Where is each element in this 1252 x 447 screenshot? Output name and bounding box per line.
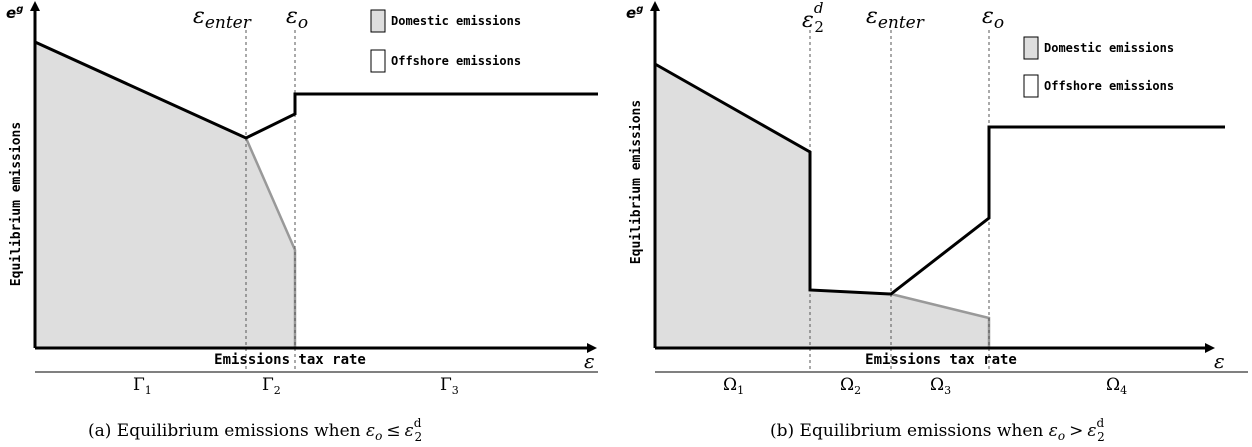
legend-swatch-offshore-a [370,49,386,73]
legend-label-offshore-a: Offshore emissions [391,54,521,68]
marker-epsilon-enter-a: εenter [193,4,252,33]
legend-a: Domestic emissions Offshore emissions [370,9,521,73]
y-axis-label-a: Equilibrium emissions [9,122,24,286]
legend-label-domestic-b: Domestic emissions [1044,41,1174,55]
x-axis-label-b: Emissions tax rate [865,352,1017,368]
region-gamma-1: Γ1 [133,375,152,397]
region-omega-2: Ω2 [840,375,861,397]
legend-swatch-offshore-b [1023,74,1039,98]
region-gamma-3: Γ3 [440,375,459,397]
y-axis-label-b: Equilibrium emissions [629,100,644,264]
legend-swatch-domestic-b [1023,36,1039,60]
marker-epsilon-o-b: εo [982,4,1004,33]
region-omega-1: Ω1 [723,375,744,397]
y-axis-symbol-a: eg [6,4,23,22]
region-omega-4: Ω4 [1106,375,1127,397]
domestic-area-b [655,64,989,348]
domestic-line-a [244,137,297,348]
legend-label-offshore-b: Offshore emissions [1044,79,1174,93]
y-axis-symbol-b: eg [626,4,643,22]
region-gamma-2: Γ2 [262,375,281,397]
panel-a: eg Equilibrium emissions Emissions tax r… [6,1,598,444]
caption-a: (a) Equilibrium emissions when εo ≤ εd 2 [88,416,422,444]
x-axis-label-a: Emissions tax rate [214,352,366,368]
legend-label-domestic-a: Domestic emissions [391,14,521,28]
panel-b: eg Equilibrium emissions Emissions tax r… [626,0,1248,444]
caption-b: (b) Equilibrium emissions when εo > εd 2 [770,416,1105,444]
x-axis-symbol-a: ε [584,349,595,373]
total-emissions-line-b [654,62,1225,296]
total-emissions-line-a [34,40,598,140]
marker-epsilon-enter-b: εenter [866,4,925,33]
domestic-area-a [35,42,295,348]
marker-epsilon-2d-b: εd 2 [802,0,824,36]
marker-epsilon-o-a: εo [286,4,308,33]
x-axis-symbol-b: ε [1214,349,1225,373]
legend-b: Domestic emissions Offshore emissions [1023,36,1174,98]
legend-swatch-domestic-a [370,9,386,33]
region-omega-3: Ω3 [930,375,951,397]
